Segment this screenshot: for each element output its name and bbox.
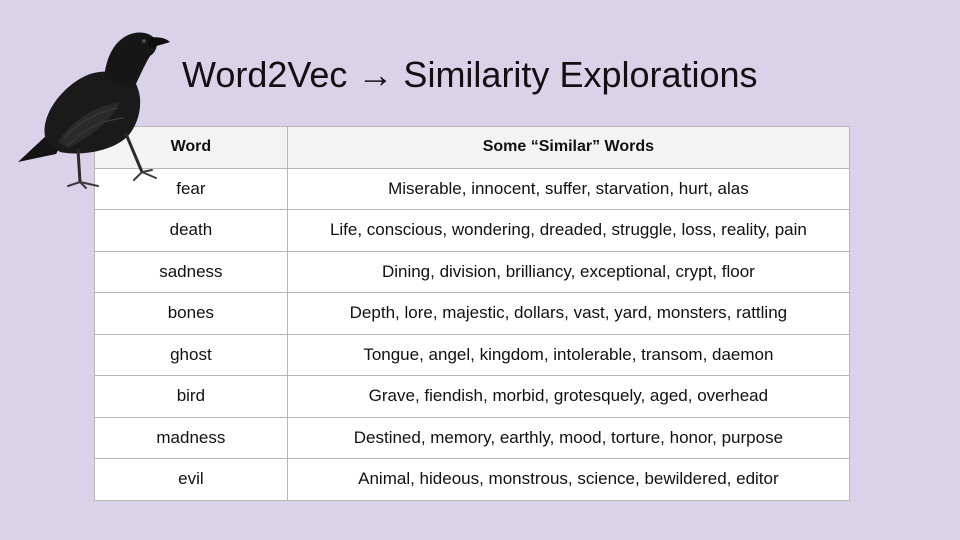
table-row: bird Grave, fiendish, morbid, grotesquel… bbox=[94, 375, 851, 418]
cell-similar: Dining, division, brilliancy, exceptiona… bbox=[286, 250, 851, 293]
cell-word: sadness bbox=[94, 250, 288, 293]
table-row: sadness Dining, division, brilliancy, ex… bbox=[94, 250, 851, 293]
cell-similar: Miserable, innocent, suffer, starvation,… bbox=[286, 167, 851, 210]
cell-similar: Depth, lore, majestic, dollars, vast, ya… bbox=[286, 292, 851, 335]
table-row: bones Depth, lore, majestic, dollars, va… bbox=[94, 292, 851, 335]
cell-word: evil bbox=[94, 458, 288, 501]
table-row: evil Animal, hideous, monstrous, science… bbox=[94, 458, 851, 501]
cell-similar: Animal, hideous, monstrous, science, bew… bbox=[286, 458, 851, 501]
header-similar-words: Some “Similar” Words bbox=[286, 126, 851, 169]
cell-similar: Life, conscious, wondering, dreaded, str… bbox=[286, 209, 851, 252]
cell-word: ghost bbox=[94, 333, 288, 376]
raven-icon bbox=[18, 32, 170, 189]
table-row: death Life, conscious, wondering, dreade… bbox=[94, 209, 851, 252]
cell-word: madness bbox=[94, 416, 288, 459]
table-row: madness Destined, memory, earthly, mood,… bbox=[94, 416, 851, 459]
table-header-row: Word Some “Similar” Words bbox=[94, 126, 851, 169]
cell-word: bird bbox=[94, 375, 288, 418]
table-row: ghost Tongue, angel, kingdom, intolerabl… bbox=[94, 333, 851, 376]
cell-word: death bbox=[94, 209, 288, 252]
cell-similar: Grave, fiendish, morbid, grotesquely, ag… bbox=[286, 375, 851, 418]
cell-similar: Tongue, angel, kingdom, intolerable, tra… bbox=[286, 333, 851, 376]
similarity-table: Word Some “Similar” Words fear Miserable… bbox=[94, 126, 851, 501]
slide-title: Word2Vec → Similarity Explorations bbox=[182, 54, 758, 95]
cell-word: fear bbox=[94, 167, 288, 210]
table-row: fear Miserable, innocent, suffer, starva… bbox=[94, 167, 851, 210]
cell-similar: Destined, memory, earthly, mood, torture… bbox=[286, 416, 851, 459]
cell-word: bones bbox=[94, 292, 288, 335]
